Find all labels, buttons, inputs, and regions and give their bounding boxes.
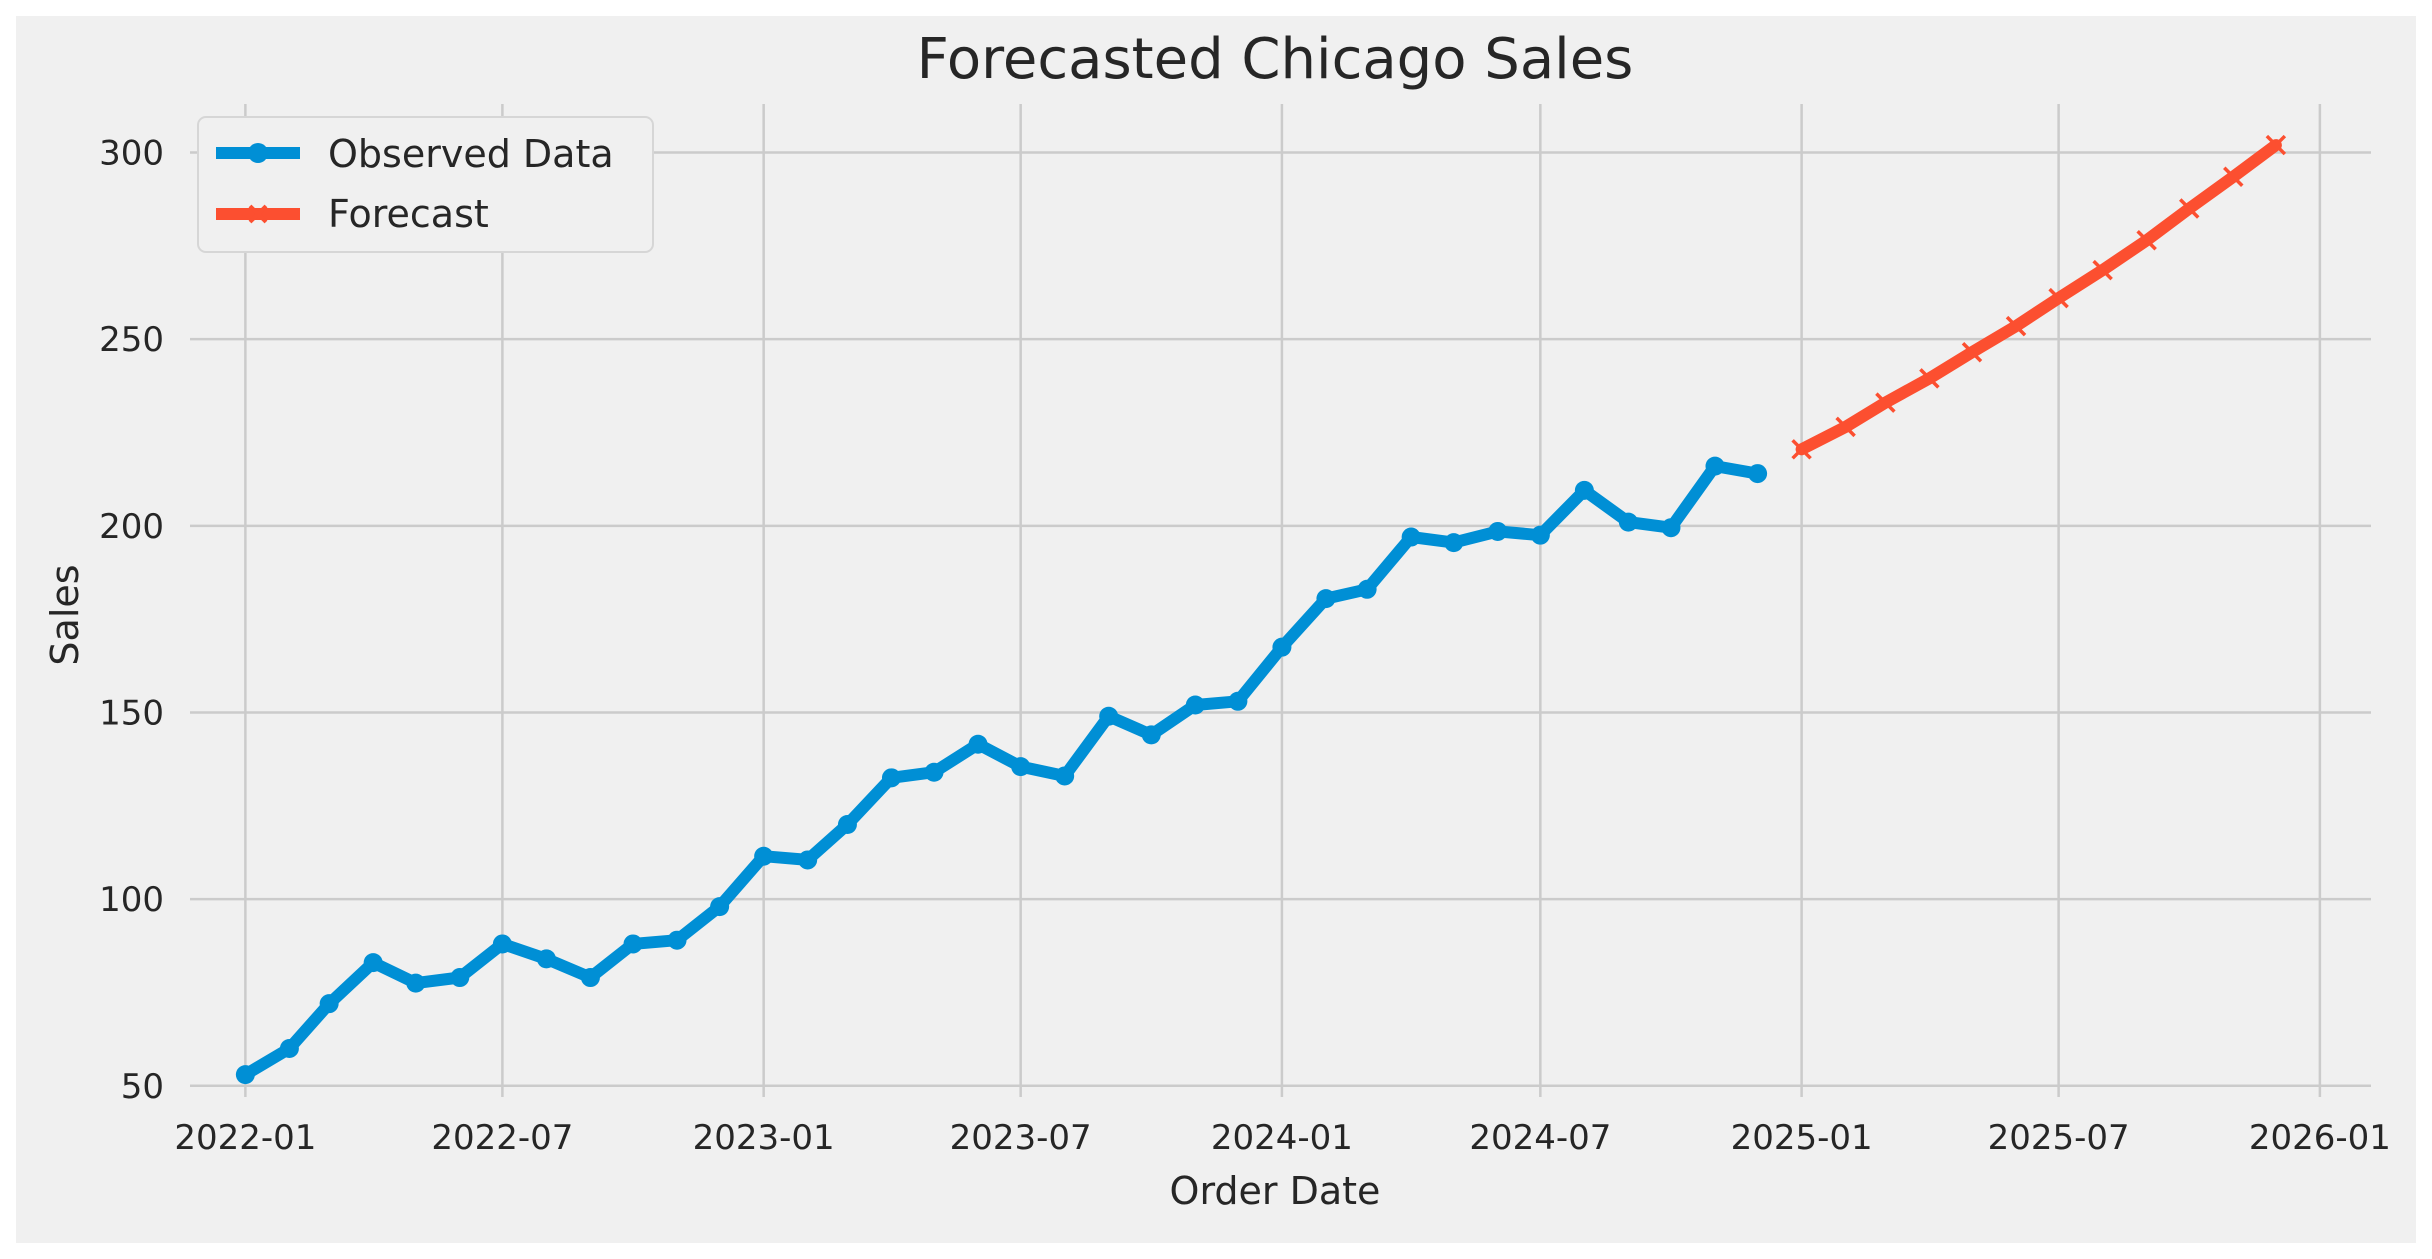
observed-point: [924, 762, 944, 782]
x-axis-label: Order Date: [1170, 1169, 1381, 1213]
y-tick-label: 200: [99, 507, 164, 547]
observed-point: [1357, 579, 1377, 599]
plot-area: [190, 104, 2371, 1097]
y-tick-label: 50: [121, 1067, 164, 1107]
forecast-point: [2005, 315, 2027, 337]
legend-forecast-marker: [248, 204, 268, 224]
forecast-point: [1835, 416, 1856, 438]
observed-point: [1661, 518, 1681, 538]
x-tick-label: 2025-01: [1731, 1118, 1873, 1158]
y-tick-label: 150: [99, 693, 164, 733]
y-tick-label: 250: [99, 320, 164, 360]
observed-point: [1748, 464, 1768, 484]
observed-point: [667, 930, 687, 950]
forecast-point: [2223, 166, 2244, 188]
observed-point: [235, 1065, 255, 1085]
observed-point: [279, 1038, 299, 1058]
observed-point: [837, 814, 857, 834]
series-observed: [235, 456, 1768, 1085]
observed-point: [1401, 527, 1421, 547]
observed-point: [1488, 521, 1508, 541]
observed-point: [1011, 757, 1031, 777]
forecast-point: [2265, 134, 2287, 156]
observed-point: [406, 973, 426, 993]
forecast-point: [1919, 368, 1940, 389]
legend-box: [197, 116, 654, 253]
observed-point: [1141, 725, 1161, 745]
forecast-point: [2179, 198, 2200, 219]
observed-point: [1530, 525, 1550, 545]
series-forecast: [1791, 134, 2287, 460]
x-tick-label: 2025-07: [1988, 1118, 2130, 1158]
observed-point: [1272, 637, 1292, 657]
forecast-point: [1791, 439, 1812, 460]
x-tick-label: 2026-01: [2249, 1118, 2391, 1158]
observed-point: [492, 934, 512, 954]
observed-point: [1099, 706, 1119, 726]
observed-point: [881, 768, 901, 788]
x-tick-label: 2023-01: [693, 1118, 835, 1158]
legend-observed-label: Observed Data: [328, 132, 614, 176]
x-tick-label: 2024-01: [1211, 1118, 1353, 1158]
observed-point: [1185, 695, 1205, 715]
observed-point: [319, 994, 339, 1014]
observed-point: [1574, 480, 1594, 500]
x-tick-labels: 2022-01 2022-07 2023-01 2023-07 2024-01 2024-…: [174, 1118, 2391, 1158]
legend-forecast-label: Forecast: [328, 192, 489, 236]
y-tick-label: 100: [99, 880, 164, 920]
y-axis-label: Sales: [43, 564, 87, 665]
forecast-point: [1961, 342, 1983, 363]
observed-point: [363, 953, 383, 973]
x-tick-label: 2022-07: [431, 1118, 573, 1158]
observed-point: [536, 949, 556, 969]
x-gridlines: [244, 104, 2322, 1097]
observed-point: [623, 934, 643, 954]
observed-point: [450, 968, 470, 988]
observed-point: [1316, 589, 1336, 609]
x-tick-label: 2022-01: [174, 1118, 316, 1158]
observed-point: [1618, 512, 1638, 532]
observed-point: [1228, 691, 1248, 711]
observed-point: [710, 897, 730, 917]
y-tick-labels: 50 100 150 200 250 300: [99, 134, 164, 1107]
observed-point: [754, 846, 774, 866]
forecast-point: [2092, 259, 2113, 281]
legend: Observed Data Forecast: [197, 116, 654, 253]
chart-title: Forecasted Chicago Sales: [917, 27, 1634, 92]
observed-point: [1705, 456, 1725, 476]
observed-point: [580, 968, 600, 988]
observed-point: [798, 850, 818, 870]
observed-point: [1055, 766, 1075, 786]
observed-point: [968, 734, 988, 754]
observed-point: [1444, 533, 1464, 553]
forecast-point: [2136, 230, 2157, 251]
forecast-point: [2048, 287, 2069, 309]
forecast-point: [1875, 392, 1896, 413]
legend-observed-marker: [248, 143, 268, 163]
series-layer: [235, 134, 2287, 1085]
x-tick-label: 2023-07: [950, 1118, 1092, 1158]
y-tick-label: 300: [99, 134, 164, 174]
x-tick-label: 2024-07: [1469, 1118, 1611, 1158]
